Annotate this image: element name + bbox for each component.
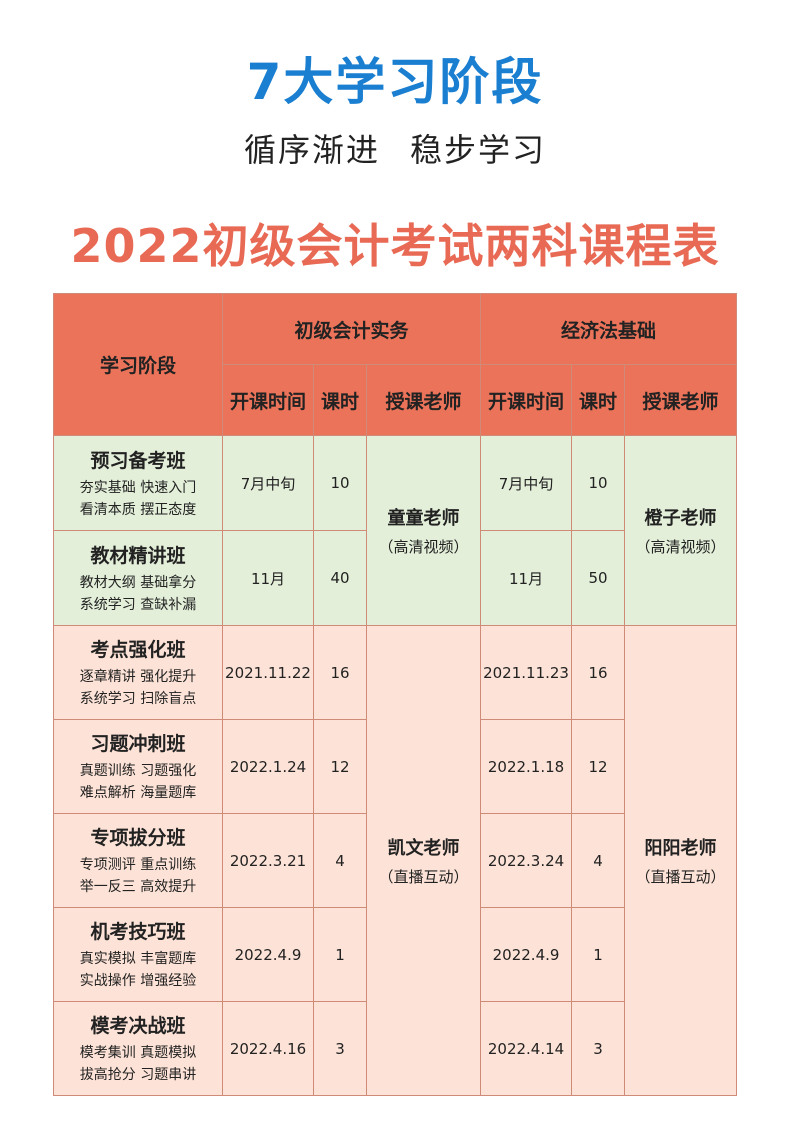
stage-desc: 实战操作 增强经验 bbox=[79, 973, 197, 989]
stage-cell: 专项拔分班 专项测评 重点训练 举一反三 高效提升 bbox=[53, 813, 223, 908]
teacher-mode: （直播互动） bbox=[635, 868, 726, 886]
teacher-mode: （直播互动） bbox=[378, 868, 469, 886]
header-s2-hours: 课时 bbox=[571, 364, 626, 436]
header-subject-2: 经济法基础 bbox=[480, 293, 738, 365]
table-row: 教材精讲班 教材大纲 基础拿分 系统学习 查缺补漏 11月 40 11月 50 bbox=[53, 530, 737, 626]
teacher-name: 阳阳老师 bbox=[644, 838, 717, 859]
stage-name: 教材精讲班 bbox=[90, 544, 186, 567]
s1-start: 7月中旬 bbox=[222, 435, 314, 531]
s2-teacher-pink: 阳阳老师 （直播互动） bbox=[624, 625, 738, 1096]
stage-desc: 真题训练 习题强化 bbox=[79, 763, 197, 779]
subtitle-right: 稳步学习 bbox=[410, 131, 547, 169]
stage-cell: 考点强化班 逐章精讲 强化提升 系统学习 扫除盲点 bbox=[53, 625, 223, 720]
s1-hours: 1 bbox=[313, 907, 367, 1002]
stage-cell: 预习备考班 夯实基础 快速入门 看清本质 摆正态度 bbox=[53, 435, 223, 531]
s2-start: 2022.4.9 bbox=[480, 907, 573, 1002]
stage-desc: 拔高抢分 习题串讲 bbox=[79, 1067, 197, 1083]
header-subject-1: 初级会计实务 bbox=[221, 293, 482, 365]
stage-name: 考点强化班 bbox=[90, 639, 186, 661]
s2-hours: 10 bbox=[571, 435, 626, 531]
header-s1-start: 开课时间 bbox=[222, 364, 314, 436]
s1-start: 2022.1.24 bbox=[222, 719, 314, 814]
stage-name: 习题冲刺班 bbox=[90, 733, 186, 755]
page-title: 7大学习阶段 bbox=[246, 53, 544, 111]
stage-desc: 难点解析 海量题库 bbox=[79, 785, 197, 801]
page-subtitle: 循序渐进 稳步学习 bbox=[0, 125, 790, 171]
teacher-mode: （高清视频） bbox=[378, 538, 469, 556]
stage-name: 预习备考班 bbox=[90, 449, 186, 472]
s1-teacher-pink: 凯文老师 （直播互动） bbox=[365, 625, 482, 1096]
stage-desc: 教材大纲 基础拿分 bbox=[79, 574, 197, 591]
stage-desc: 系统学习 查缺补漏 bbox=[79, 596, 197, 613]
stage-desc: 模考集训 真题模拟 bbox=[79, 1045, 197, 1061]
s1-start: 2022.3.21 bbox=[222, 813, 314, 908]
stage-name: 机考技巧班 bbox=[90, 921, 186, 943]
teacher-mode: （高清视频） bbox=[635, 538, 726, 556]
s2-start: 2022.4.14 bbox=[480, 1001, 573, 1096]
subtitle-left: 循序渐进 bbox=[243, 131, 380, 169]
s1-start: 11月 bbox=[222, 530, 314, 626]
stage-cell: 习题冲刺班 真题训练 习题强化 难点解析 海量题库 bbox=[53, 719, 223, 814]
stage-desc: 看清本质 摆正态度 bbox=[79, 501, 197, 518]
stage-name: 模考决战班 bbox=[90, 1015, 186, 1037]
s2-start: 2022.3.24 bbox=[480, 813, 573, 908]
table-row: 预习备考班 夯实基础 快速入门 看清本质 摆正态度 7月中旬 10 童童老师 （… bbox=[53, 435, 738, 626]
header-s2-start: 开课时间 bbox=[480, 364, 573, 436]
teacher-name: 凯文老师 bbox=[387, 838, 460, 859]
s2-hours: 3 bbox=[571, 1001, 626, 1096]
s1-hours: 12 bbox=[313, 719, 367, 814]
teacher-name: 童童老师 bbox=[387, 508, 460, 529]
s2-hours: 16 bbox=[571, 625, 626, 720]
header-s2-teacher: 授课老师 bbox=[624, 364, 738, 436]
s2-start: 11月 bbox=[480, 530, 573, 626]
table-row: 考点强化班 逐章精讲 强化提升 系统学习 扫除盲点 2021.11.22 16 … bbox=[53, 625, 738, 1096]
table-row: 专项拔分班 专项测评 重点训练 举一反三 高效提升 2022.3.21 4 20… bbox=[53, 813, 737, 908]
schedule-table: 学习阶段 初级会计实务 经济法基础 开课时间 课时 授课老师 开课时间 课时 授… bbox=[53, 293, 738, 1096]
s2-hours: 1 bbox=[571, 907, 626, 1002]
stage-desc: 系统学习 扫除盲点 bbox=[79, 691, 197, 707]
s2-start: 2022.1.18 bbox=[480, 719, 573, 814]
table-row: 习题冲刺班 真题训练 习题强化 难点解析 海量题库 2022.1.24 12 2… bbox=[53, 719, 737, 814]
s1-start: 2021.11.22 bbox=[222, 625, 314, 720]
s1-hours: 4 bbox=[313, 813, 367, 908]
table-row: 机考技巧班 真实模拟 丰富题库 实战操作 增强经验 2022.4.9 1 202… bbox=[53, 907, 737, 1002]
header-stage: 学习阶段 bbox=[53, 293, 223, 436]
schedule-title: 2022初级会计考试两科课程表 bbox=[70, 219, 720, 273]
stage-desc: 举一反三 高效提升 bbox=[79, 879, 197, 895]
s1-hours: 3 bbox=[313, 1001, 367, 1096]
stage-desc: 专项测评 重点训练 bbox=[79, 857, 197, 873]
s2-hours: 4 bbox=[571, 813, 626, 908]
s2-hours: 50 bbox=[571, 530, 626, 626]
stage-desc: 逐章精讲 强化提升 bbox=[79, 669, 197, 685]
stage-name: 专项拔分班 bbox=[90, 827, 186, 849]
s1-hours: 16 bbox=[313, 625, 367, 720]
s2-teacher-green: 橙子老师 （高清视频） bbox=[624, 435, 738, 626]
header-s1-teacher: 授课老师 bbox=[365, 364, 482, 436]
stage-cell: 机考技巧班 真实模拟 丰富题库 实战操作 增强经验 bbox=[53, 907, 223, 1002]
table-row: 模考决战班 模考集训 真题模拟 拔高抢分 习题串讲 2022.4.16 3 20… bbox=[53, 1001, 737, 1096]
s2-start: 2021.11.23 bbox=[480, 625, 573, 720]
stage-desc: 夯实基础 快速入门 bbox=[79, 479, 197, 496]
header-s1-hours: 课时 bbox=[313, 364, 367, 436]
s1-start: 2022.4.16 bbox=[222, 1001, 314, 1096]
s2-hours: 12 bbox=[571, 719, 626, 814]
stage-cell: 模考决战班 模考集训 真题模拟 拔高抢分 习题串讲 bbox=[53, 1001, 223, 1096]
stage-cell: 教材精讲班 教材大纲 基础拿分 系统学习 查缺补漏 bbox=[53, 530, 223, 626]
stage-desc: 真实模拟 丰富题库 bbox=[79, 951, 197, 967]
s1-start: 2022.4.9 bbox=[222, 907, 314, 1002]
s1-hours: 10 bbox=[313, 435, 367, 531]
s2-start: 7月中旬 bbox=[480, 435, 573, 531]
s1-hours: 40 bbox=[313, 530, 367, 626]
s1-teacher-green: 童童老师 （高清视频） bbox=[365, 435, 482, 626]
teacher-name: 橙子老师 bbox=[644, 508, 717, 529]
